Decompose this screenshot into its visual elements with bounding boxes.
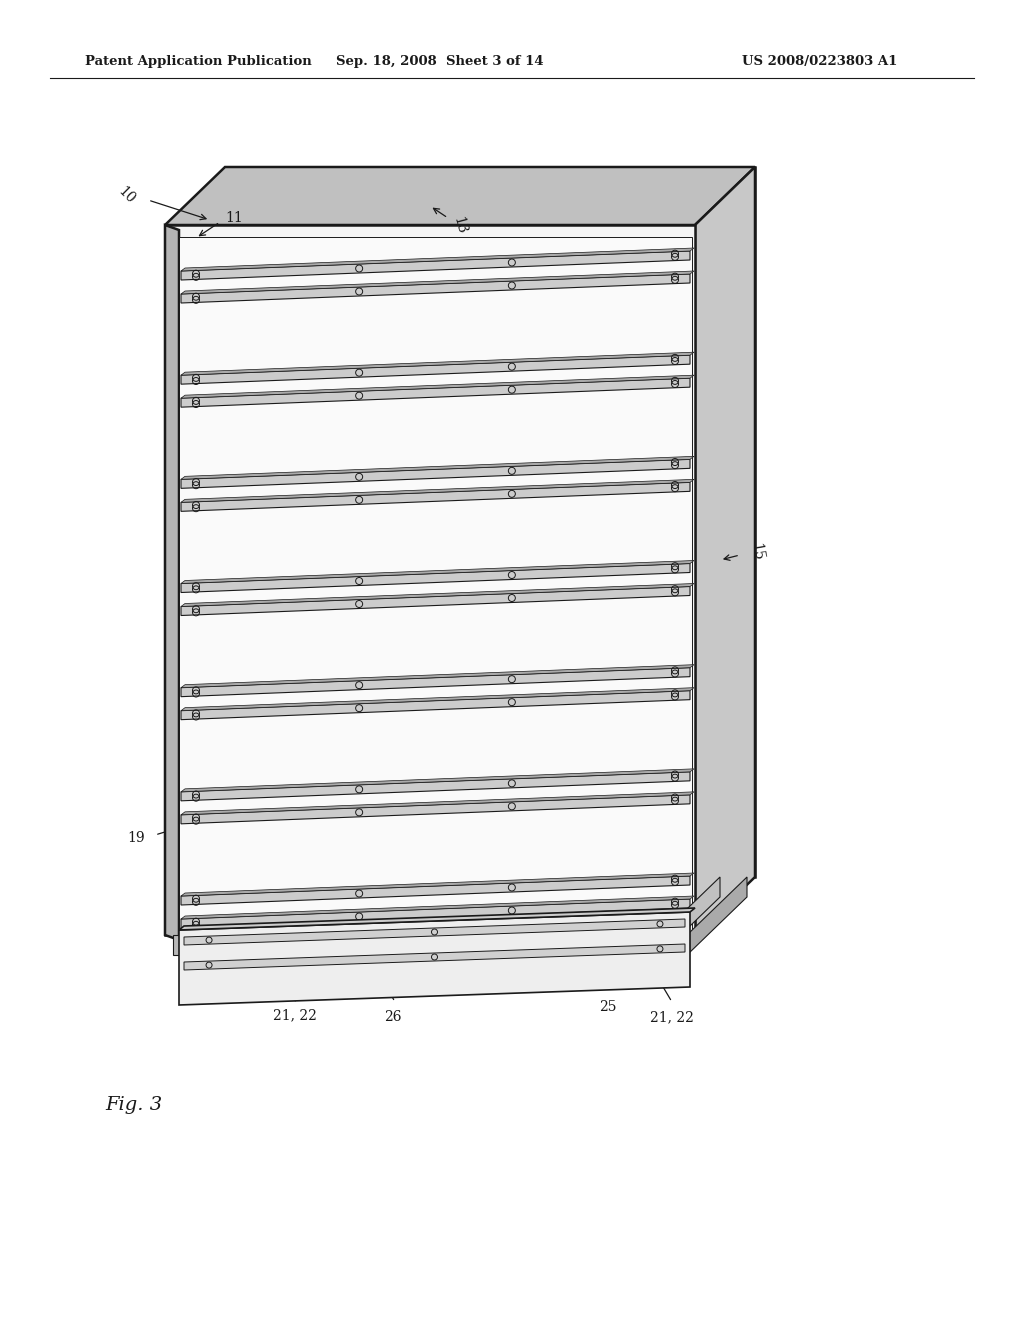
Text: 25: 25 (599, 1001, 616, 1014)
Polygon shape (181, 352, 694, 375)
Polygon shape (181, 251, 690, 280)
Polygon shape (165, 224, 179, 940)
Polygon shape (181, 457, 694, 479)
Polygon shape (184, 944, 685, 970)
Polygon shape (181, 690, 690, 719)
Polygon shape (181, 873, 694, 896)
Polygon shape (181, 564, 690, 593)
Polygon shape (181, 459, 690, 488)
Text: Sep. 18, 2008  Sheet 3 of 14: Sep. 18, 2008 Sheet 3 of 14 (336, 55, 544, 69)
Text: 21, 22: 21, 22 (650, 1010, 694, 1024)
Text: Patent Application Publication: Patent Application Publication (85, 55, 311, 69)
Polygon shape (179, 908, 695, 931)
Polygon shape (179, 912, 690, 1005)
Polygon shape (181, 772, 690, 801)
Polygon shape (165, 168, 755, 224)
Polygon shape (165, 224, 695, 935)
Polygon shape (181, 482, 690, 511)
Polygon shape (181, 561, 694, 583)
Polygon shape (660, 876, 720, 954)
Text: Fig. 3: Fig. 3 (105, 1096, 162, 1114)
Polygon shape (181, 275, 690, 304)
Polygon shape (695, 168, 755, 935)
Polygon shape (179, 238, 692, 932)
Polygon shape (181, 876, 690, 906)
Polygon shape (181, 896, 694, 919)
Polygon shape (181, 795, 690, 824)
Polygon shape (181, 355, 690, 384)
Polygon shape (181, 768, 694, 792)
Text: 20: 20 (598, 853, 615, 867)
Polygon shape (181, 899, 690, 928)
Polygon shape (181, 668, 690, 697)
Text: 19: 19 (127, 832, 145, 845)
Text: 11: 11 (225, 211, 243, 224)
Polygon shape (181, 586, 690, 615)
Text: 26: 26 (384, 1010, 401, 1024)
Polygon shape (181, 248, 694, 271)
Polygon shape (181, 792, 694, 814)
Polygon shape (181, 378, 690, 407)
Text: 21, 22: 21, 22 (273, 1008, 317, 1022)
Polygon shape (225, 168, 755, 876)
Text: 10: 10 (116, 183, 138, 206)
Polygon shape (181, 271, 694, 294)
Polygon shape (173, 935, 200, 954)
Text: 12: 12 (508, 282, 525, 297)
Polygon shape (181, 583, 694, 606)
Text: 23: 23 (278, 876, 296, 891)
Text: 15: 15 (748, 543, 765, 562)
Text: 28: 28 (368, 884, 385, 899)
Polygon shape (184, 919, 685, 945)
Polygon shape (687, 876, 746, 954)
Text: 27: 27 (296, 987, 313, 1002)
Text: US 2008/0223803 A1: US 2008/0223803 A1 (742, 55, 898, 69)
Polygon shape (181, 688, 694, 710)
Polygon shape (181, 665, 694, 688)
Text: 13: 13 (450, 215, 468, 236)
Polygon shape (181, 479, 694, 503)
Polygon shape (181, 375, 694, 399)
